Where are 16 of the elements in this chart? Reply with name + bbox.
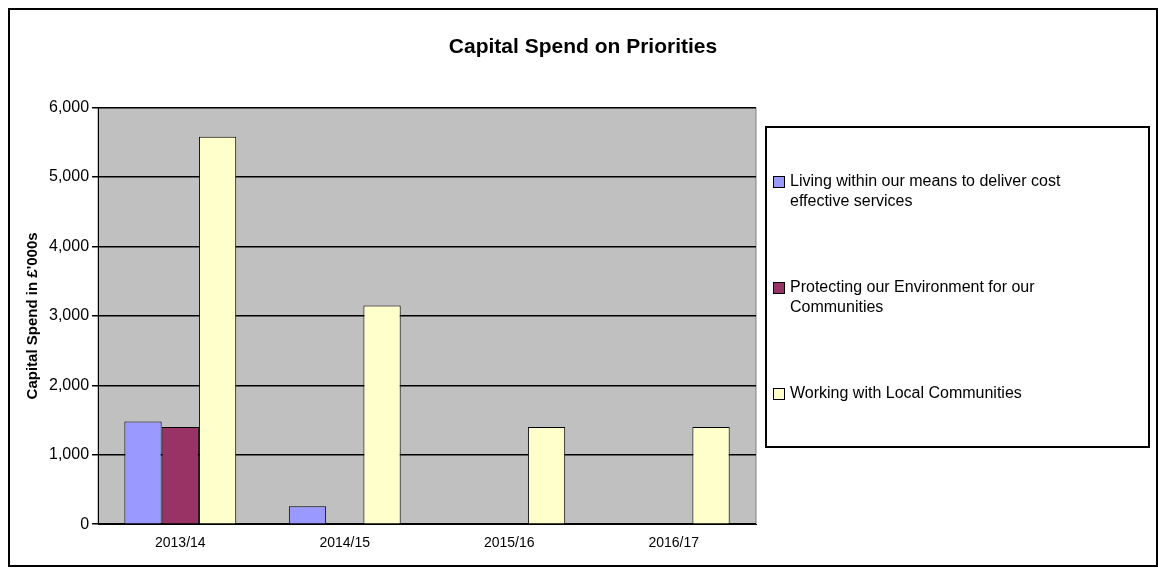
x-tick-label: 2013/14 (154, 534, 206, 551)
y-tick-label: 1,000 (48, 445, 90, 463)
y-tick-label: 2,000 (48, 375, 90, 393)
legend-label: Working with Local Communities (790, 383, 1022, 403)
y-tick-label: 6,000 (48, 98, 90, 116)
y-tick-label: 3,000 (48, 306, 90, 324)
y-tick-label: 5,000 (48, 167, 90, 185)
x-tick-label: 2015/16 (483, 534, 535, 551)
chart-title: Capital Spend on Priorities (447, 34, 719, 58)
legend-label: Living within our means to deliver cost effective services (790, 171, 1062, 211)
legend-label: Protecting our Environment for our Communities (790, 277, 1036, 317)
x-tick-label: 2016/17 (648, 534, 700, 551)
y-tick-label: 0 (80, 514, 90, 532)
x-tick-label: 2014/15 (319, 534, 371, 551)
y-tick-label: 4,000 (48, 236, 90, 254)
y-axis-title: Capital Spend in £'000s (23, 232, 41, 400)
